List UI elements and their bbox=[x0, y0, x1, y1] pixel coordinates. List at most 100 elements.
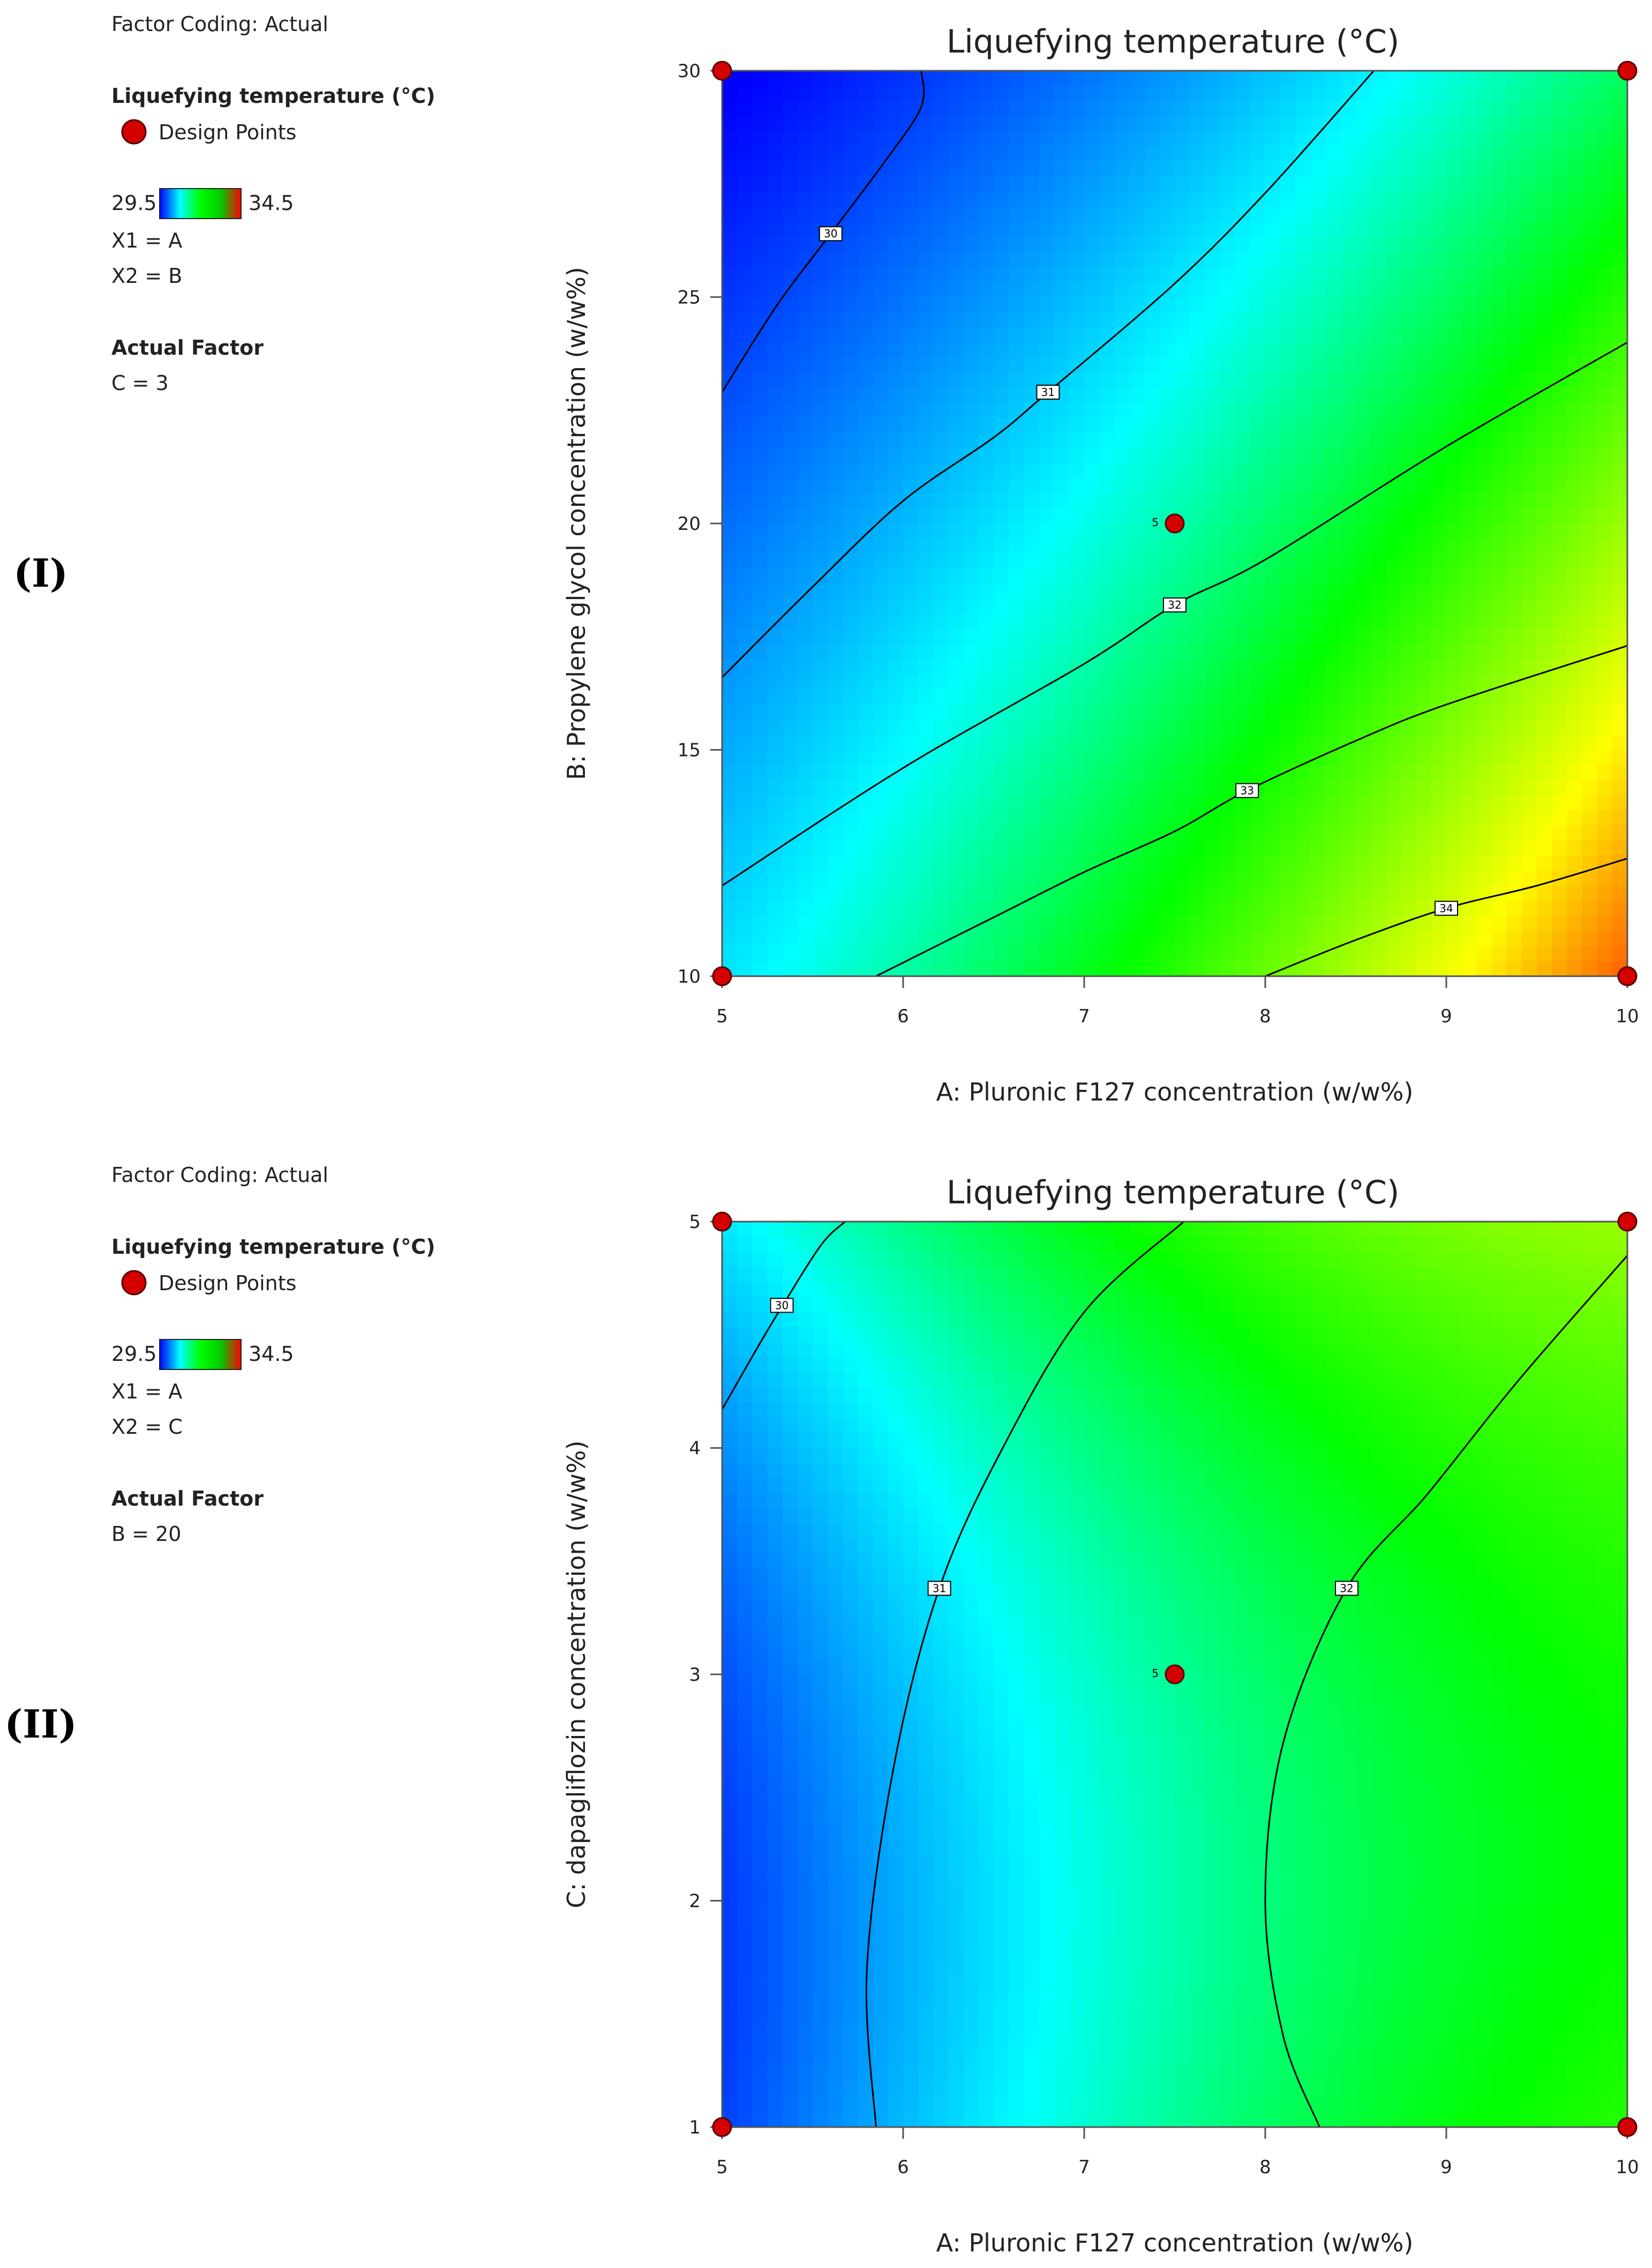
heatmap-cell bbox=[843, 870, 859, 886]
heatmap-cell bbox=[858, 855, 874, 871]
heatmap-cell bbox=[1356, 780, 1372, 796]
heatmap-cell bbox=[978, 1523, 994, 1539]
heatmap-cell bbox=[828, 916, 844, 932]
heatmap-cell bbox=[1220, 176, 1236, 192]
heatmap-cell bbox=[1084, 644, 1100, 660]
heatmap-cell bbox=[722, 2006, 738, 2022]
heatmap-cell bbox=[1325, 161, 1341, 177]
heatmap-cell bbox=[858, 357, 874, 373]
heatmap-cell bbox=[903, 931, 919, 947]
heatmap-cell bbox=[767, 433, 783, 449]
heatmap-cell bbox=[828, 1387, 844, 1403]
heatmap-cell bbox=[1235, 674, 1251, 690]
heatmap-cell bbox=[978, 1780, 994, 1796]
heatmap-cell bbox=[1552, 583, 1568, 600]
heatmap-cell bbox=[1205, 795, 1221, 811]
heatmap-cell bbox=[963, 2006, 979, 2022]
heatmap-cell bbox=[933, 1689, 949, 1705]
heatmap-cell bbox=[1356, 916, 1372, 932]
heatmap-cell bbox=[994, 1825, 1010, 1841]
heatmap-cell bbox=[1506, 750, 1522, 766]
heatmap-cell bbox=[1235, 735, 1251, 751]
heatmap-cell bbox=[1371, 750, 1387, 766]
heatmap-cell bbox=[813, 916, 829, 932]
heatmap-cell bbox=[1235, 131, 1251, 147]
heatmap-cell bbox=[948, 553, 964, 570]
heatmap-cell bbox=[1039, 2097, 1055, 2113]
heatmap-cell bbox=[1582, 206, 1598, 222]
heatmap-cell bbox=[1175, 689, 1191, 705]
heatmap-cell bbox=[1567, 176, 1583, 192]
heatmap-cell bbox=[1371, 689, 1387, 705]
heatmap-cell bbox=[963, 1568, 979, 1584]
heatmap-cell bbox=[1069, 886, 1085, 902]
heatmap-cell bbox=[918, 1252, 934, 1268]
heatmap-cell bbox=[963, 101, 979, 117]
heatmap-cell bbox=[873, 327, 889, 343]
heatmap-cell bbox=[963, 176, 979, 192]
heatmap-cell bbox=[1597, 417, 1613, 433]
heatmap-cell bbox=[963, 765, 979, 781]
heatmap-cell bbox=[948, 176, 964, 192]
heatmap-cell bbox=[933, 553, 949, 570]
heatmap-cell bbox=[1371, 327, 1387, 343]
heatmap-cell bbox=[782, 735, 798, 751]
heatmap-cell bbox=[797, 855, 813, 871]
heatmap-cell bbox=[1009, 538, 1025, 555]
heatmap-cell bbox=[1250, 86, 1266, 102]
heatmap-cell bbox=[1039, 282, 1055, 298]
heatmap-cell bbox=[828, 614, 844, 630]
heatmap-cell bbox=[873, 1629, 889, 1645]
heatmap-cell bbox=[994, 810, 1010, 826]
heatmap-cell bbox=[1159, 765, 1175, 781]
heatmap-cell bbox=[963, 1810, 979, 1826]
heatmap-cell bbox=[903, 101, 919, 117]
heatmap-cell bbox=[1144, 131, 1160, 147]
heatmap-cell bbox=[1280, 629, 1296, 645]
heatmap-cell bbox=[1325, 312, 1341, 328]
heatmap-cell bbox=[1416, 583, 1432, 600]
heatmap-cell bbox=[1009, 116, 1025, 132]
heatmap-cell bbox=[1009, 146, 1025, 162]
heatmap-cell bbox=[1597, 553, 1613, 570]
heatmap-cell bbox=[1310, 71, 1326, 87]
heatmap-cell bbox=[963, 342, 979, 358]
heatmap-cell bbox=[1295, 735, 1311, 751]
heatmap-cell bbox=[963, 2112, 979, 2128]
heatmap-cell bbox=[1114, 206, 1130, 222]
heatmap-cell bbox=[767, 810, 783, 826]
heatmap-cell bbox=[797, 1297, 813, 1313]
heatmap-cell bbox=[737, 1493, 753, 1509]
heatmap-cell bbox=[1506, 101, 1522, 117]
heatmap-cell bbox=[1431, 372, 1447, 388]
heatmap-cell bbox=[767, 1855, 783, 1872]
heatmap-cell bbox=[1371, 508, 1387, 524]
heatmap-cell bbox=[1099, 236, 1115, 252]
heatmap-cell bbox=[1401, 252, 1417, 268]
heatmap-cell bbox=[1220, 674, 1236, 690]
heatmap-cell bbox=[1144, 765, 1160, 781]
heatmap-cell bbox=[1597, 71, 1613, 87]
heatmap-cell bbox=[873, 1448, 889, 1464]
heatmap-cell bbox=[1416, 946, 1432, 962]
heatmap-cell bbox=[1129, 765, 1145, 781]
heatmap-cell bbox=[1114, 795, 1130, 811]
heatmap-cell bbox=[933, 1222, 949, 1238]
heatmap-cell bbox=[1567, 161, 1583, 177]
heatmap-cell bbox=[843, 1991, 859, 2007]
heatmap-cell bbox=[1552, 267, 1568, 283]
heatmap-cell bbox=[1280, 448, 1296, 464]
heatmap-cell bbox=[918, 644, 934, 660]
heatmap-cell bbox=[752, 221, 768, 237]
heatmap-cell bbox=[737, 1795, 753, 1811]
heatmap-cell bbox=[933, 810, 949, 826]
heatmap-cell bbox=[1371, 538, 1387, 555]
heatmap-cell bbox=[767, 1372, 783, 1388]
heatmap-cell bbox=[1537, 236, 1553, 252]
heatmap-cell bbox=[963, 674, 979, 690]
heatmap-cell bbox=[918, 1237, 934, 1253]
heatmap-cell bbox=[767, 1734, 783, 1750]
heatmap-cell bbox=[828, 2037, 844, 2053]
heatmap-cell bbox=[1325, 282, 1341, 298]
heatmap-cell bbox=[963, 2037, 979, 2053]
